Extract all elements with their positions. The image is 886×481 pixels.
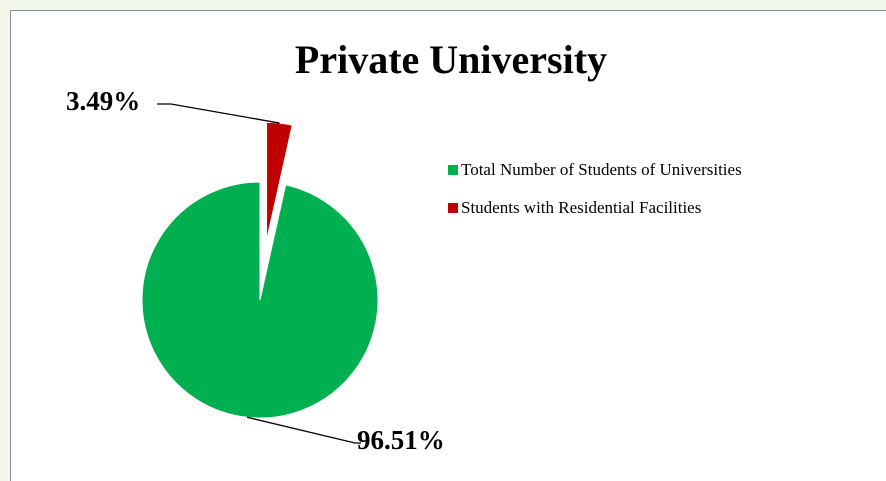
data-label-1: 96.51% xyxy=(357,425,445,455)
data-label-2: 3.49% xyxy=(66,86,140,116)
leader-line-1 xyxy=(246,416,361,444)
legend-swatch-1 xyxy=(448,165,458,175)
legend: Total Number of Students of Universities… xyxy=(448,160,742,217)
leader-line-2 xyxy=(157,103,280,124)
legend-label-1: Total Number of Students of Universities xyxy=(461,160,742,179)
chart-area: Private University 96.51% 3.49% Total Num… xyxy=(10,10,886,481)
chart-title: Private University xyxy=(295,37,607,82)
pie-slices xyxy=(141,121,379,419)
legend-label-2: Students with Residential Facilities xyxy=(461,198,701,217)
pie-chart: Private University 96.51% 3.49% Total Num… xyxy=(66,37,742,455)
leader-lines xyxy=(157,103,361,444)
pie-slice-1 xyxy=(141,181,379,419)
data-labels: 96.51% 3.49% xyxy=(66,86,445,455)
legend-swatch-2 xyxy=(448,203,458,213)
